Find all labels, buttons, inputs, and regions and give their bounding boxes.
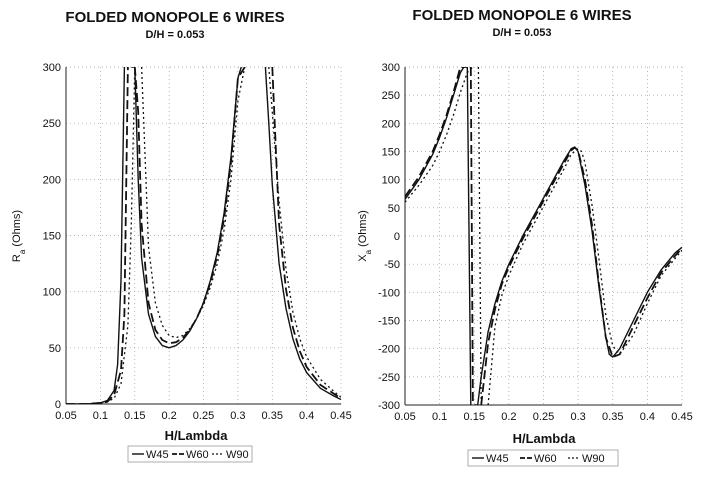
x-tick-label: 0.3	[230, 410, 245, 422]
chart-subtitle: D/H = 0.053	[492, 27, 551, 39]
y-axis-title-rest: (Ohms)	[11, 210, 23, 250]
y-tick-label: -50	[384, 259, 400, 271]
x-tick-label: 0.1	[432, 411, 447, 423]
x-tick-label: 0.4	[299, 410, 314, 422]
series-line-w60	[66, 67, 341, 404]
legend-label-w45: W45	[146, 449, 169, 461]
series-line-w90	[405, 67, 682, 405]
y-axis-title: Xa (Ohms)	[357, 210, 373, 262]
plot-area	[66, 67, 341, 404]
x-tick-label: 0.45	[671, 411, 692, 423]
x-tick-label: 0.15	[464, 411, 485, 423]
y-axis-title-main: R	[11, 254, 23, 262]
y-tick-label: 0	[394, 231, 400, 243]
legend-box	[467, 449, 619, 467]
y-tick-label: 150	[43, 231, 61, 243]
legend-label-w60: W60	[534, 453, 557, 465]
x-tick-label: 0.45	[330, 410, 351, 422]
y-tick-label: 100	[382, 175, 400, 187]
x-tick-labels: 0.05 0.1 0.15 0.2 0.25 0.3 0.35 0.4 0.45	[55, 410, 351, 422]
y-axis-title-sub: a	[364, 249, 373, 254]
x-tick-label: 0.15	[124, 410, 145, 422]
chart-resistance: FOLDED MONOPOLE 6 WIRES D/H = 0.053 0.05…	[11, 9, 352, 463]
legend-label-w45: W45	[486, 453, 509, 465]
series-line-w60	[405, 67, 682, 405]
y-tick-label: 50	[49, 343, 61, 355]
x-tick-labels: 0.05 0.1 0.15 0.2 0.25 0.3 0.35 0.4 0.45	[394, 411, 692, 423]
x-tick-label: 0.3	[570, 411, 585, 423]
y-tick-label: -150	[378, 316, 400, 328]
chart-subtitle: D/H = 0.053	[145, 29, 204, 41]
x-axis-title: H/Lambda	[513, 431, 577, 446]
x-tick-label: 0.35	[602, 411, 623, 423]
y-axis-title-main: X	[357, 254, 369, 262]
grid	[404, 66, 683, 406]
legend: W45 W60 W90	[467, 449, 619, 467]
y-axis-title-sub: a	[18, 249, 27, 254]
chart-title: FOLDED MONOPOLE 6 WIRES	[65, 9, 284, 26]
x-axis-title: H/Lambda	[165, 428, 229, 443]
grid	[65, 66, 342, 405]
x-tick-label: 0.2	[501, 411, 516, 423]
y-tick-label: -300	[378, 400, 400, 412]
x-tick-label: 0.05	[55, 410, 76, 422]
y-tick-labels: -300 -250 -200 -150 -100 -50 0 50 100 150 200 250 30…	[378, 62, 400, 412]
x-tick-label: 0.05	[394, 411, 415, 423]
y-tick-label: -250	[378, 372, 400, 384]
x-tick-label: 0.25	[533, 411, 554, 423]
chart-reactance: FOLDED MONOPOLE 6 WIRES D/H = 0.053 0.05…	[357, 7, 693, 467]
series-line-w90	[66, 67, 341, 404]
y-axis-title: Ra (Ohms)	[11, 210, 27, 262]
y-tick-label: 0	[55, 399, 61, 411]
y-tick-label: 200	[382, 118, 400, 130]
legend-label-w90: W90	[582, 453, 605, 465]
legend-label-w90: W90	[226, 449, 249, 461]
y-tick-label: 200	[43, 174, 61, 186]
y-tick-label: 300	[43, 62, 61, 74]
y-tick-labels: 0 50 100 150 200 250 300	[43, 62, 61, 411]
plot-area	[405, 67, 682, 405]
x-tick-label: 0.1	[93, 410, 108, 422]
y-tick-label: 250	[382, 90, 400, 102]
y-tick-label: 250	[43, 118, 61, 130]
x-tick-label: 0.25	[193, 410, 214, 422]
y-tick-label: -200	[378, 344, 400, 356]
legend-label-w60: W60	[186, 449, 209, 461]
x-tick-label: 0.35	[262, 410, 283, 422]
y-tick-label: -100	[378, 287, 400, 299]
legend: W45 W60 W90	[127, 445, 253, 463]
y-axis-title-rest: (Ohms)	[357, 210, 369, 250]
legend-box	[127, 445, 253, 463]
y-tick-label: 50	[388, 203, 400, 215]
y-tick-label: 150	[382, 147, 400, 159]
y-tick-label: 100	[43, 287, 61, 299]
chart-title: FOLDED MONOPOLE 6 WIRES	[412, 7, 631, 24]
x-tick-label: 0.2	[161, 410, 176, 422]
x-tick-label: 0.4	[640, 411, 655, 423]
y-tick-label: 300	[382, 62, 400, 74]
